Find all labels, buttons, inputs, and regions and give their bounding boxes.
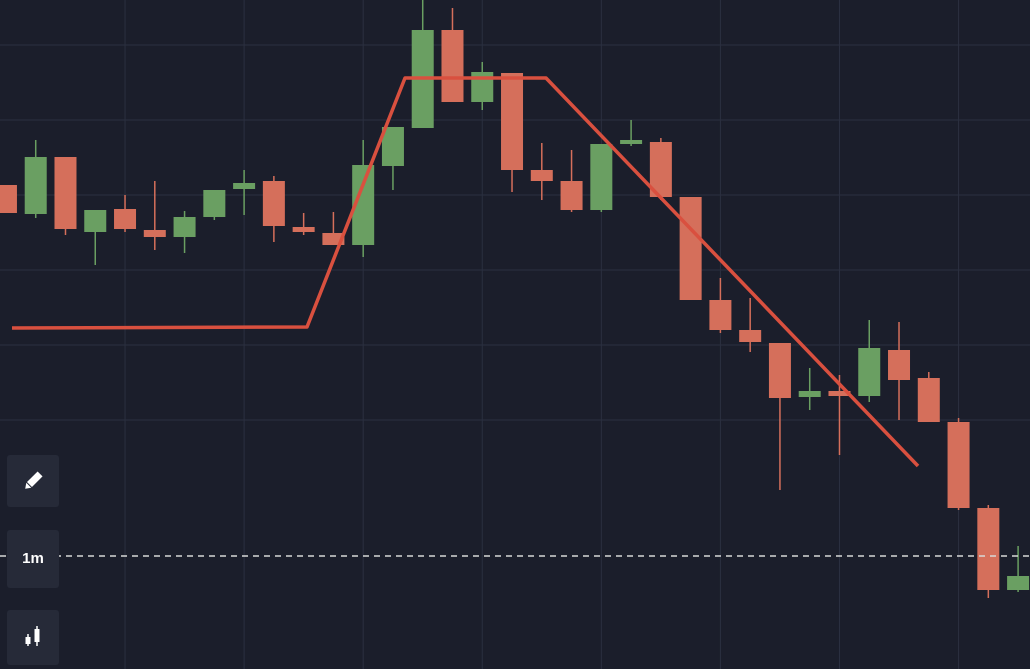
- trend-line-drawing[interactable]: [11, 76, 920, 468]
- candle-body: [262, 181, 285, 226]
- candle-body: [501, 73, 524, 170]
- candle-body: [768, 343, 791, 398]
- candle-body: [530, 170, 553, 181]
- candle-body: [947, 422, 970, 508]
- toolbar: 1m: [7, 455, 59, 665]
- candle-body: [441, 30, 464, 102]
- candle-body: [560, 181, 583, 210]
- candle-body: [1007, 576, 1030, 590]
- candle-body: [24, 157, 47, 214]
- candle-body: [977, 508, 1000, 590]
- candle-body: [0, 185, 17, 213]
- candle-body: [203, 190, 226, 217]
- candle-body: [739, 330, 762, 342]
- candle-body: [173, 217, 196, 237]
- candle-body: [292, 227, 315, 232]
- candle-body: [590, 144, 613, 210]
- candles: [0, 0, 1030, 598]
- candle-body: [233, 183, 256, 189]
- candle-body: [858, 348, 881, 396]
- candle-body: [143, 230, 166, 237]
- interval-button[interactable]: [7, 530, 59, 588]
- candle-body: [620, 140, 643, 144]
- candle-body: [709, 300, 732, 330]
- candle-body: [84, 210, 107, 232]
- candle-body: [798, 391, 821, 397]
- candle-body: [54, 157, 77, 229]
- candle-body: [352, 165, 375, 245]
- chart-type-button[interactable]: [7, 610, 59, 665]
- candle-body: [381, 127, 404, 166]
- pencil-icon: [25, 471, 43, 489]
- candle-icon: [25, 626, 40, 646]
- candle-body: [649, 142, 672, 197]
- candle-body: [114, 209, 137, 229]
- candle-body: [888, 350, 911, 380]
- candle-body: [917, 378, 940, 422]
- candle-body: [679, 197, 702, 300]
- interval-label: 1m: [22, 550, 44, 567]
- candle-body: [828, 391, 851, 396]
